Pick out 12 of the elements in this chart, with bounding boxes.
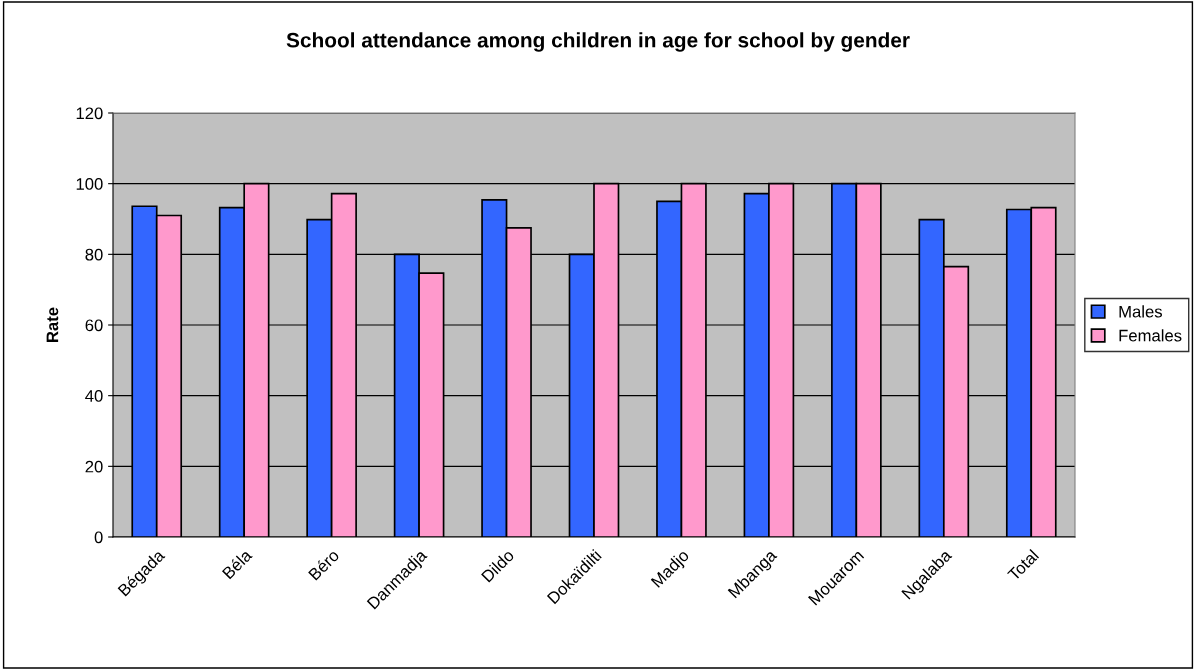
y-tick-label: 120 <box>76 107 103 120</box>
legend-label: Females <box>1119 329 1182 342</box>
x-tick-label: Béla <box>221 547 253 580</box>
y-tick-label: 100 <box>76 178 103 190</box>
y-axis-title: Rate <box>46 307 59 342</box>
y-tick-label: 40 <box>85 390 103 402</box>
y-tick-label: 20 <box>85 460 103 473</box>
chart-title: School attendance among children in age for school by gender <box>286 32 910 52</box>
y-tick-label: 0 <box>94 531 103 544</box>
y-tick-label: 80 <box>85 248 103 261</box>
legend-label: Males <box>1119 305 1162 318</box>
y-tick-label: 60 <box>85 319 103 332</box>
